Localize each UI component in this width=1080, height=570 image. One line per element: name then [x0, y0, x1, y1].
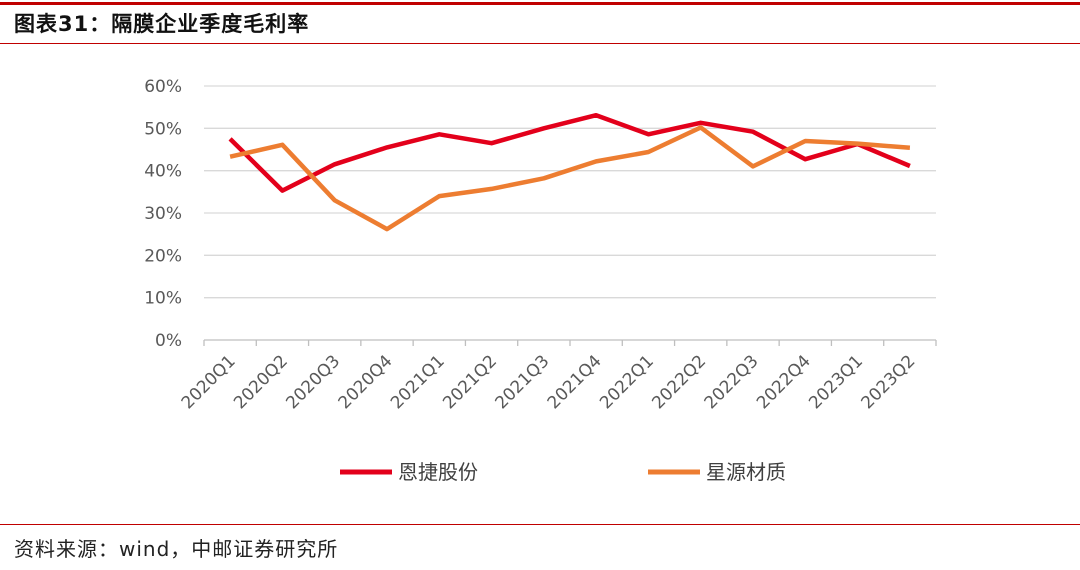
- x-tick-label: 2021Q3: [492, 351, 554, 413]
- x-tick-label: 2020Q4: [335, 351, 397, 413]
- x-tick-label: 2020Q3: [282, 351, 344, 413]
- x-tick-label: 2021Q2: [439, 351, 501, 413]
- legend-label-2: 星源材质: [706, 460, 786, 484]
- x-tick-label: 2022Q3: [701, 351, 763, 413]
- y-tick-label: 0%: [155, 331, 182, 351]
- x-tick-label: 2020Q2: [230, 351, 292, 413]
- y-tick-label: 50%: [144, 119, 182, 139]
- source-note: 资料来源：wind，中邮证券研究所: [14, 537, 339, 561]
- x-tick-label: 2023Q2: [858, 351, 920, 413]
- y-tick-label: 20%: [144, 246, 182, 266]
- source-rule: [0, 524, 1080, 525]
- y-tick-label: 40%: [144, 162, 182, 182]
- title-rule: [0, 43, 1080, 44]
- y-tick-label: 10%: [144, 289, 182, 309]
- x-tick-label: 2021Q1: [387, 351, 449, 413]
- legend-label-1: 恩捷股份: [398, 460, 478, 484]
- x-tick-label: 2022Q4: [753, 351, 815, 413]
- top-rule: [0, 2, 1080, 5]
- x-tick-label: 2021Q4: [544, 351, 606, 413]
- line-chart: 0%10%20%30%40%50%60%2020Q12020Q22020Q320…: [144, 77, 937, 484]
- x-tick-label: 2020Q1: [178, 351, 240, 413]
- series-line-2: [229, 125, 911, 232]
- x-tick-label: 2022Q2: [648, 351, 710, 413]
- x-tick-label: 2022Q1: [596, 351, 658, 413]
- series-line-1: [228, 112, 911, 193]
- y-tick-label: 30%: [144, 204, 182, 224]
- x-tick-label: 2023Q1: [805, 351, 867, 413]
- y-tick-label: 60%: [144, 77, 182, 97]
- figure-title: 图表31：隔膜企业季度毛利率: [14, 12, 310, 36]
